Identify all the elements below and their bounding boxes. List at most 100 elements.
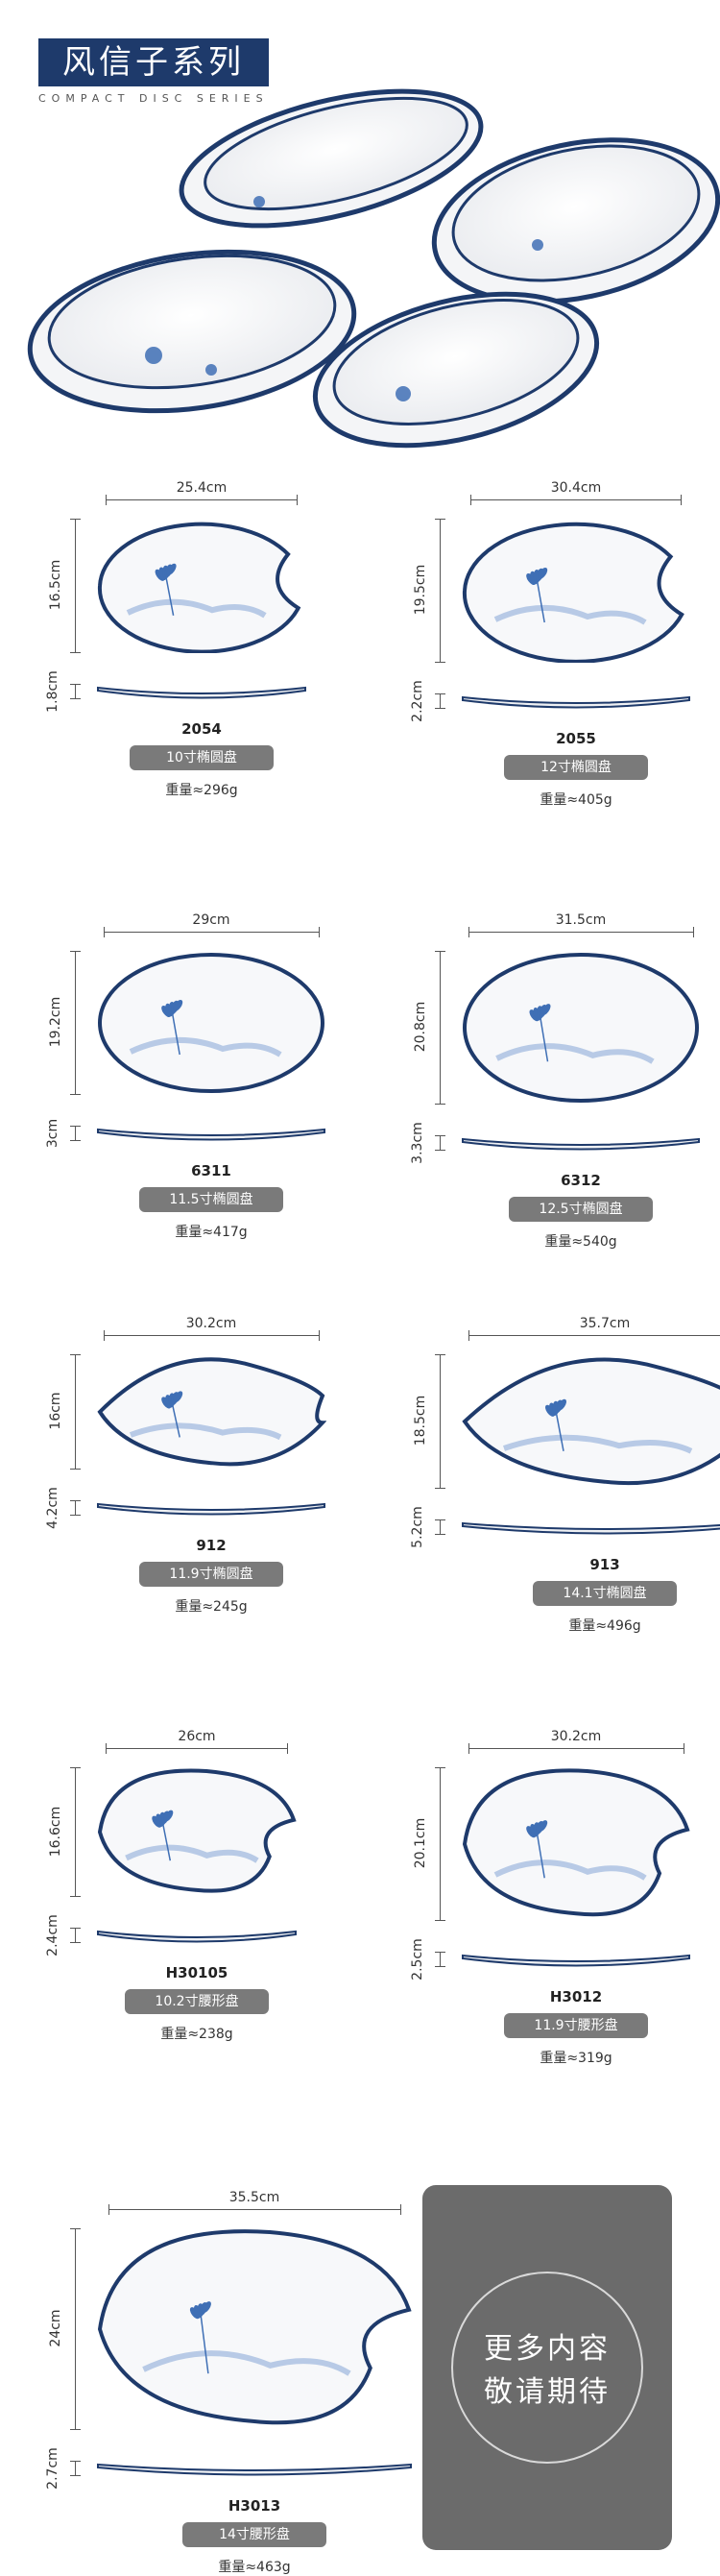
product-code: H3012 (499, 1988, 653, 2005)
product-code: 6311 (134, 1162, 288, 1179)
product-weight: 重量≈238g (120, 2024, 274, 2043)
product-name-badge: 10寸椭圆盘 (130, 745, 274, 770)
plate-top-view-image (96, 2228, 413, 2430)
product-card: 29cm 19.2cm 3cm 6311 11.5寸椭圆盘重量≈417g (38, 912, 365, 1297)
plate-top-view-image (461, 519, 691, 663)
plate-top-view-image (461, 1354, 720, 1489)
product-code: 2055 (499, 730, 653, 747)
product-code: 6312 (504, 1172, 658, 1189)
product-code: 912 (134, 1537, 288, 1554)
product-name-badge: 10.2寸腰形盘 (125, 1989, 269, 2014)
width-label: 30.2cm (461, 1729, 691, 1744)
width-dimension-line (104, 1335, 320, 1336)
width-label: 30.2cm (96, 1316, 326, 1331)
coming-soon-line2: 敬请期待 (422, 2368, 672, 2410)
depth-label: 20.1cm (413, 1805, 428, 1882)
width-label: 29cm (96, 912, 326, 928)
product-code: H3013 (178, 2497, 331, 2515)
width-dimension-line (108, 2209, 401, 2210)
depth-label: 16.6cm (48, 1793, 63, 1870)
product-code: 2054 (125, 720, 278, 738)
width-dimension-line (468, 1335, 720, 1336)
height-dimension-line (75, 1126, 76, 1141)
depth-dimension-line (75, 951, 76, 1095)
depth-dimension-line (75, 1767, 76, 1897)
depth-dimension-line (75, 1354, 76, 1470)
depth-label: 16cm (48, 1373, 63, 1449)
product-code: H30105 (120, 1964, 274, 1981)
width-label: 25.4cm (96, 480, 307, 496)
height-dimension-line (75, 1500, 76, 1516)
depth-label: 18.5cm (413, 1382, 428, 1459)
height-label: 2.4cm (45, 1902, 60, 1969)
product-weight: 重量≈319g (499, 2048, 653, 2067)
width-dimension-line (106, 499, 298, 500)
plate-top-view-image (461, 1767, 691, 1921)
product-name-badge: 14.1寸椭圆盘 (533, 1581, 677, 1606)
width-label: 30.4cm (461, 480, 691, 496)
product-name-badge: 12.5寸椭圆盘 (509, 1197, 653, 1222)
width-label: 35.5cm (96, 2190, 413, 2205)
height-label: 5.2cm (410, 1494, 425, 1561)
plate-rim (100, 955, 323, 1091)
product-name-badge: 14寸腰形盘 (182, 2522, 326, 2547)
height-label: 3.3cm (410, 1109, 425, 1177)
product-weight: 重量≈296g (125, 780, 278, 799)
plate-rim (465, 524, 682, 662)
plate-side-view-image (461, 1950, 691, 1971)
plate-top-view-image (96, 519, 307, 653)
plate-side-view-image (461, 692, 691, 713)
plate-rim (465, 1360, 720, 1484)
width-label: 31.5cm (461, 912, 701, 928)
depth-label: 19.2cm (48, 984, 63, 1060)
product-weight: 重量≈405g (499, 790, 653, 809)
depth-dimension-line (75, 2228, 76, 2430)
width-dimension-line (468, 1748, 684, 1749)
plate-side-view-image (96, 1498, 326, 1519)
product-name-badge: 11.5寸椭圆盘 (139, 1187, 283, 1212)
height-dimension-line (75, 684, 76, 699)
plate-side-view-image (461, 1133, 701, 1154)
height-dimension-line (440, 1135, 441, 1151)
product-weight: 重量≈463g (178, 2557, 331, 2576)
width-dimension-line (468, 932, 694, 933)
plate-rim (100, 2231, 409, 2422)
depth-dimension-line (75, 519, 76, 653)
plate-side-view-image (96, 682, 307, 703)
plate-side-view-image (96, 1926, 298, 1947)
height-label: 2.5cm (410, 1926, 425, 1993)
product-card: 31.5cm 20.8cm 3.3cm 6312 12.5寸椭圆盘重量≈540g (403, 912, 720, 1297)
product-weight: 重量≈417g (134, 1222, 288, 1241)
hero-plates-image (0, 0, 720, 451)
depth-dimension-line (440, 951, 441, 1105)
plate-top-view-image (96, 1767, 298, 1897)
plate-rim (465, 1770, 687, 1914)
product-code: 913 (528, 1556, 682, 1573)
depth-label: 24cm (48, 2290, 63, 2367)
depth-label: 16.5cm (48, 547, 63, 623)
plate-side-view-image (461, 1518, 720, 1539)
depth-label: 20.8cm (413, 988, 428, 1065)
product-weight: 重量≈540g (504, 1231, 658, 1251)
plate-side-view-image (96, 2459, 413, 2480)
plate-rim (100, 524, 299, 652)
height-label: 2.7cm (45, 2435, 60, 2502)
height-dimension-line (75, 2461, 76, 2476)
height-label: 4.2cm (45, 1474, 60, 1542)
width-dimension-line (470, 499, 682, 500)
product-name-badge: 11.9寸腰形盘 (504, 2013, 648, 2038)
width-dimension-line (106, 1748, 288, 1749)
height-label: 3cm (45, 1100, 60, 1167)
height-dimension-line (440, 693, 441, 709)
height-dimension-line (75, 1928, 76, 1943)
product-name-badge: 11.9寸椭圆盘 (139, 1562, 283, 1587)
product-weight: 重量≈496g (528, 1616, 682, 1635)
hero-banner: 风信子系列 COMPACT DISC SERIES (0, 0, 720, 451)
coming-soon-panel: 更多内容 敬请期待 (422, 2185, 672, 2550)
